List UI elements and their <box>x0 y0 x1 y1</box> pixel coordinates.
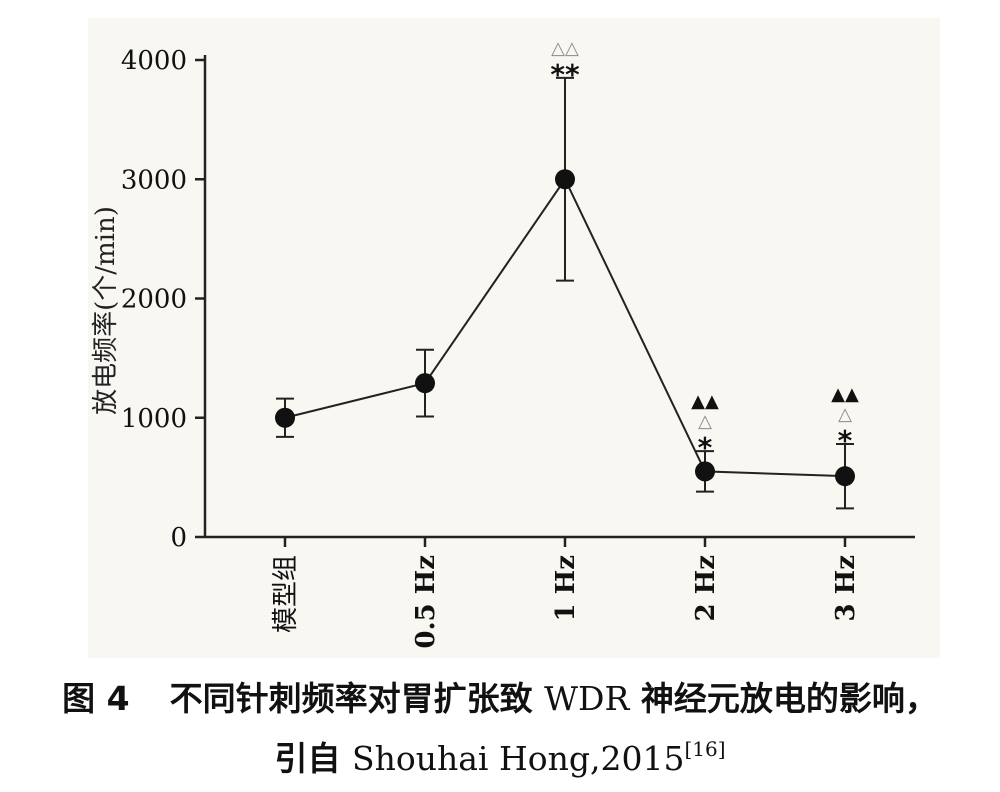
data-point <box>695 461 715 482</box>
caption-title-part-1: 不同针刺频率对胃扩张致 <box>169 679 533 718</box>
significance-star: * <box>838 424 853 457</box>
citation-prefix: 引自 <box>274 739 341 778</box>
caption-title-part-2: 神经元放电的影响， <box>640 679 938 718</box>
figure-caption: 图 4 不同针刺频率对胃扩张致 WDR 神经元放电的影响， <box>0 672 1000 720</box>
x-tick-label: 1 Hz <box>551 555 581 621</box>
plot-panel <box>88 18 940 658</box>
significance-open-triangle: △ <box>698 411 712 432</box>
data-point <box>555 169 575 190</box>
x-tick-label: 2 Hz <box>691 555 721 621</box>
y-tick-label: 3000 <box>121 165 187 195</box>
significance-open-triangle: △△ <box>551 38 579 59</box>
data-point <box>415 373 435 394</box>
y-tick-label: 0 <box>170 523 187 553</box>
significance-star: * <box>698 431 713 464</box>
figure-citation: 引自 Shouhai Hong,2015[16] <box>0 732 1000 780</box>
y-tick-label: 4000 <box>121 46 187 76</box>
data-point <box>275 407 295 428</box>
caption-title-latin: WDR <box>544 679 630 718</box>
y-tick-label: 1000 <box>121 404 187 434</box>
significance-filled-triangle: ▲▲ <box>831 384 859 405</box>
y-axis-title: 放电频率(个/min) <box>91 206 121 415</box>
x-tick-label: 0.5 Hz <box>411 555 441 649</box>
significance-star: ** <box>550 58 580 91</box>
citation-ref: [16] <box>684 737 726 761</box>
significance-filled-triangle: ▲▲ <box>691 391 719 412</box>
significance-open-triangle: △ <box>838 404 852 425</box>
citation-source: Shouhai Hong,2015 <box>351 739 685 778</box>
x-tick-label: 3 Hz <box>831 555 861 621</box>
data-point <box>835 466 855 487</box>
y-tick-label: 2000 <box>121 285 187 315</box>
figure-label: 图 4 <box>62 679 130 718</box>
x-tick-label: 模型组 <box>271 555 301 633</box>
